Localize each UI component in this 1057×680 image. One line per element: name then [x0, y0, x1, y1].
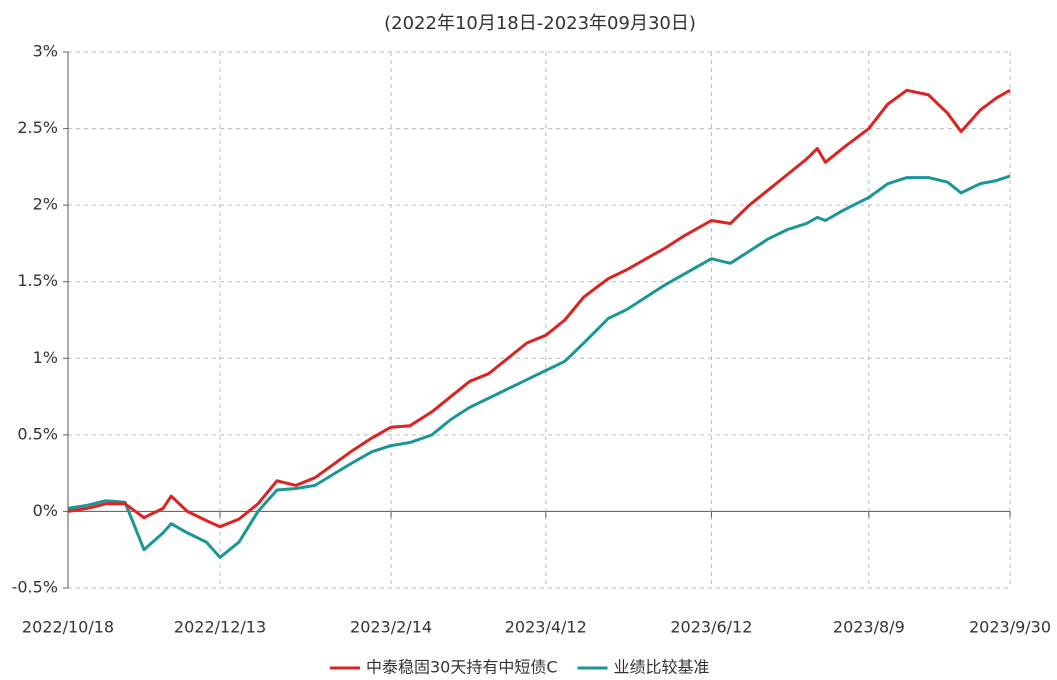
legend-label: 业绩比较基准 — [614, 658, 710, 677]
x-tick-label: 2023/4/12 — [505, 618, 587, 637]
x-tick-label: 2023/8/9 — [833, 618, 905, 637]
y-tick-label: 2% — [33, 195, 58, 214]
chart-title: (2022年10月18日-2023年09月30日) — [384, 13, 696, 34]
series-line — [67, 174, 1011, 559]
x-tick-label: 2022/12/13 — [174, 618, 266, 637]
legend-label: 中泰稳固30天持有中短债C — [366, 658, 558, 677]
x-tick-label: 2023/9/30 — [969, 618, 1051, 637]
x-tick-label: 2023/2/14 — [350, 618, 432, 637]
series-line — [67, 88, 1011, 529]
y-tick-label: 3% — [33, 42, 58, 61]
x-tick-label: 2022/10/18 — [22, 618, 114, 637]
y-tick-label: 1.5% — [17, 271, 58, 290]
y-tick-label: 0% — [33, 501, 58, 520]
y-tick-label: -0.5% — [12, 578, 58, 597]
y-tick-label: 2.5% — [17, 118, 58, 137]
y-tick-label: 1% — [33, 348, 58, 367]
x-tick-label: 2023/6/12 — [670, 618, 752, 637]
y-tick-label: 0.5% — [17, 424, 58, 443]
